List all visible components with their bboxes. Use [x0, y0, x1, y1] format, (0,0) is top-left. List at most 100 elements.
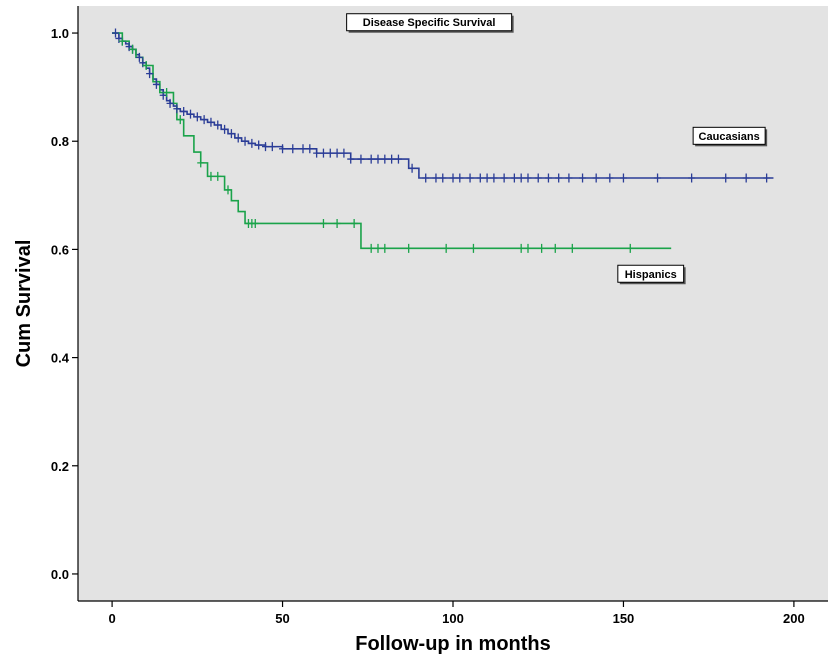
hispanics-censor-mark: [517, 243, 525, 253]
hispanics-censor-mark: [442, 243, 450, 253]
chart-title-box: [346, 13, 513, 32]
caucasians-censor-mark: [306, 144, 314, 154]
caucasians-censor-mark: [326, 148, 334, 158]
hispanics-censor-mark: [551, 243, 559, 253]
caucasians-censor-mark: [688, 173, 696, 183]
plot-area: [78, 6, 828, 601]
caucasians-censor-mark: [333, 148, 341, 158]
label-caucasians-text: Caucasians: [699, 131, 760, 143]
hispanics-censor-mark: [224, 185, 232, 195]
x-tick-label: 0: [108, 611, 115, 626]
caucasians-censor-mark: [279, 144, 287, 154]
caucasians-censor-mark: [579, 173, 587, 183]
hispanics-censor-mark: [176, 115, 184, 125]
caucasians-censor-mark: [555, 173, 563, 183]
label-hispanics-box: [617, 264, 685, 283]
hispanics-censor-mark: [626, 243, 634, 253]
caucasians-censor-mark: [517, 173, 525, 183]
caucasians-censor-mark: [268, 142, 276, 152]
caucasians-censor-mark: [742, 173, 750, 183]
caucasians-censor-mark: [135, 52, 143, 62]
hispanics-censor-mark: [142, 61, 150, 70]
hispanics-censor-mark: [129, 44, 137, 54]
caucasians-censor-mark: [381, 154, 389, 164]
caucasians-censor-mark: [173, 104, 181, 114]
label-hispanics-text: Hispanics: [625, 269, 677, 281]
hispanics-censor-mark: [333, 218, 341, 228]
chart-title-text: Disease Specific Survival: [363, 17, 496, 29]
caucasians-censor-mark: [456, 173, 464, 183]
caucasians-censor-mark: [193, 112, 201, 122]
caucasians-censor-mark: [388, 154, 396, 164]
chart-title: Disease Specific Survival: [346, 13, 514, 33]
x-tick-label: 150: [613, 611, 635, 626]
caucasians-censor-mark: [207, 117, 215, 127]
caucasians-censor-mark: [262, 142, 269, 152]
caucasians-censor-mark: [234, 133, 242, 143]
y-tick-label: 0.8: [51, 134, 69, 149]
y-axis-title: Cum Survival: [13, 240, 35, 368]
caucasians-censor-mark: [248, 138, 256, 148]
hispanics-censor-mark: [568, 243, 576, 253]
caucasians-censor-mark: [319, 148, 327, 158]
caucasians-censor-mark: [367, 154, 375, 164]
hispanics-censor-mark: [251, 218, 259, 228]
label-hispanics: Hispanics: [617, 264, 686, 285]
label-caucasians-box: [692, 126, 766, 145]
hispanics-curve: [112, 32, 672, 250]
y-tick-label: 0.0: [51, 567, 69, 582]
caucasians-censor-mark: [374, 154, 382, 164]
caucasians-censor-mark: [422, 173, 430, 183]
caucasians-censor-mark: [347, 154, 355, 164]
x-tick-label: 200: [783, 611, 805, 626]
caucasians-censor-mark: [180, 106, 188, 116]
caucasians-censor-mark: [408, 163, 416, 173]
caucasians-censor-mark: [606, 173, 614, 183]
y-tick-label: 0.6: [51, 242, 69, 257]
caucasians-censor-mark: [466, 173, 474, 183]
caucasians-censor-mark: [619, 173, 627, 183]
caucasians-censor-mark: [394, 154, 402, 164]
caucasians-censor-mark: [187, 109, 194, 119]
annotations: Disease Specific Survival Caucasians Hispa…: [346, 13, 768, 285]
caucasians-censor-mark: [500, 173, 508, 183]
caucasians-censor-mark: [313, 148, 321, 158]
caucasians-censor-mark: [476, 173, 484, 183]
caucasians-censor-mark: [289, 144, 297, 154]
caucasians-censor-mark: [241, 136, 249, 146]
hispanics-censor-mark: [214, 171, 222, 181]
caucasians-censor-mark: [146, 69, 154, 79]
hispanics-censor-mark: [538, 243, 546, 253]
hispanics-censor-mark: [319, 218, 327, 228]
hispanics-censor-mark: [197, 158, 205, 168]
caucasians-censor-mark: [221, 124, 229, 134]
caucasians-censor-mark: [152, 79, 160, 89]
caucasians-censor-mark: [357, 154, 365, 164]
caucasians-censor-mark: [544, 173, 552, 183]
axes: 0 50 100 150 200 0.0 0.2 0.4 0.6 0.8 1.0 Follow-up …: [13, 6, 828, 655]
caucasians-censor-mark: [722, 173, 730, 183]
hispanics-censor-mark: [367, 243, 375, 253]
caucasians-censor-mark: [200, 115, 208, 125]
censor-marks: [112, 28, 771, 253]
hispanics-censor-mark: [163, 88, 171, 98]
hispanics-censor-mark: [381, 243, 389, 253]
caucasians-censor-mark: [534, 173, 542, 183]
hispanics-censor-mark: [207, 171, 215, 181]
caucasians-censor-mark: [227, 129, 235, 139]
label-caucasians: Caucasians: [692, 126, 768, 147]
x-axis-title: Follow-up in months: [355, 633, 551, 655]
caucasians-censor-mark: [763, 173, 771, 183]
caucasians-censor-mark: [654, 173, 662, 183]
caucasians-censor-mark: [565, 173, 573, 183]
caucasians-censor-mark: [432, 173, 440, 183]
caucasians-censor-mark: [510, 173, 518, 183]
hispanics-censor-mark: [374, 243, 382, 253]
caucasians-censor-mark: [255, 140, 263, 150]
y-tick-label: 1.0: [51, 26, 69, 41]
hispanics-censor-mark: [405, 243, 413, 253]
hispanics-censor-mark: [118, 36, 126, 46]
caucasians-censor-mark: [214, 120, 222, 130]
